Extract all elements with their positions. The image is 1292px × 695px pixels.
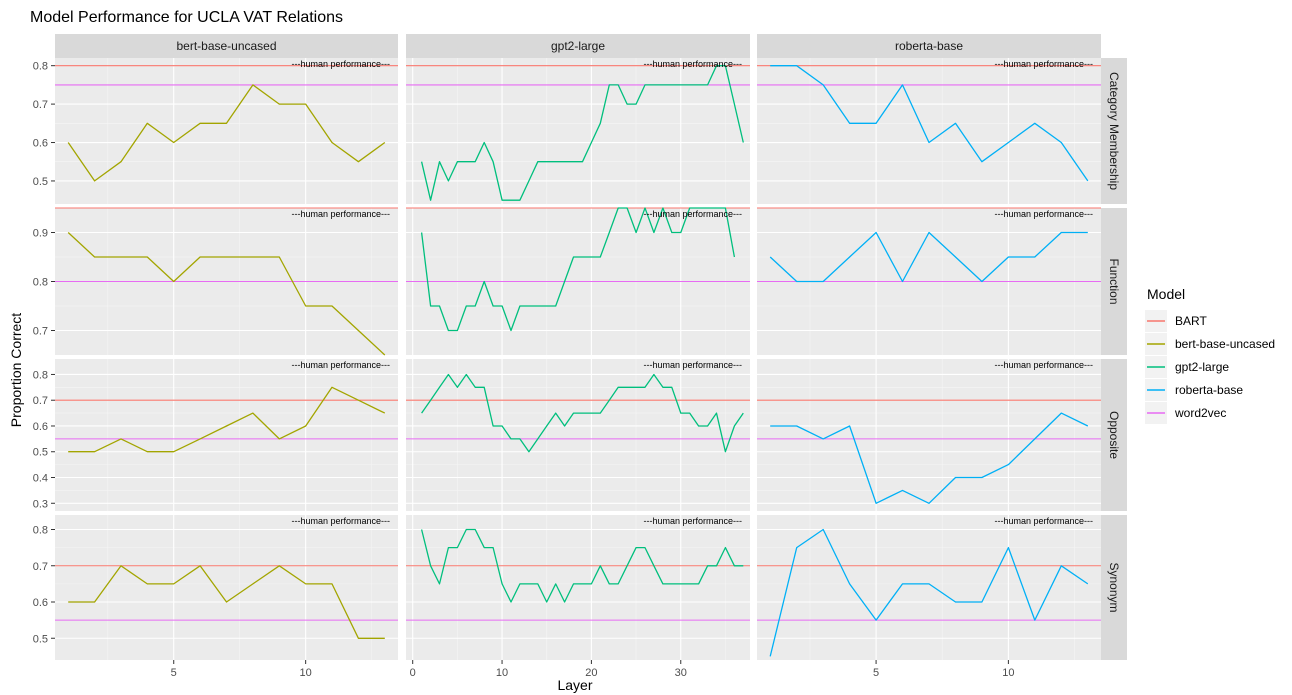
facet-panel: ---human performance--- [757, 359, 1101, 511]
legend-label: gpt2-large [1175, 360, 1229, 374]
y-tick-label: 0.6 [33, 597, 48, 609]
facet-panel: ---human performance--- [55, 359, 398, 511]
x-tick-label: 30 [675, 667, 687, 679]
row-strip-label: Category Membership [1107, 72, 1121, 190]
y-tick-label: 0.4 [33, 473, 48, 485]
facet-panel: ---human performance--- [55, 58, 398, 204]
column-strip [406, 34, 750, 58]
y-axis-title: Proportion Correct [8, 313, 24, 427]
x-tick-label: 20 [585, 667, 597, 679]
x-tick-label: 10 [496, 667, 508, 679]
human-performance-label: ---human performance--- [291, 59, 390, 69]
facet-panel: ---human performance--- [757, 58, 1101, 204]
panel-background [55, 515, 398, 660]
human-performance-label: ---human performance--- [291, 209, 390, 219]
column-strip [55, 34, 398, 58]
panel-background [406, 515, 750, 660]
human-performance-label: ---human performance--- [994, 59, 1093, 69]
facet-panel: ---human performance--- [406, 359, 750, 511]
legend-items: BART bert-base-uncased gpt2-large roberta-b… [1145, 310, 1275, 424]
human-performance-label: ---human performance--- [643, 516, 742, 526]
series-line-bert-base-uncased [67, 232, 386, 356]
column-strip-label: bert-base-uncased [176, 39, 276, 53]
panel-background [757, 58, 1101, 204]
column-strip-label: roberta-base [895, 39, 963, 53]
human-performance-label: ---human performance--- [643, 59, 742, 69]
legend-label: word2vec [1174, 406, 1226, 420]
y-tick-label: 0.6 [33, 138, 48, 150]
human-performance-label: ---human performance--- [994, 360, 1093, 370]
y-tick-label: 0.7 [33, 561, 48, 573]
row-strip [1101, 515, 1127, 660]
chart-title: Model Performance for UCLA VAT Relations [30, 9, 343, 26]
human-performance-label: ---human performance--- [291, 516, 390, 526]
x-tick-label: 10 [300, 667, 312, 679]
series-line-bert-base-uncased [68, 386, 386, 453]
y-tick-label: 0.6 [33, 421, 48, 433]
facet-panel: ---human performance--- [757, 515, 1101, 660]
y-tick-label: 0.8 [33, 525, 48, 537]
y-tick-label: 0.8 [33, 61, 48, 73]
human-performance-label: ---human performance--- [994, 516, 1093, 526]
y-tick-label: 0.8 [33, 369, 48, 381]
series-line-roberta-base [770, 65, 1089, 182]
human-performance-label: ---human performance--- [643, 360, 742, 370]
series-line-gpt2-large [420, 528, 744, 603]
facet-panel: ---human performance--- [757, 207, 1101, 355]
panel-background [406, 359, 750, 511]
y-tick-label: 0.5 [33, 447, 48, 459]
y-tick-label: 0.9 [33, 228, 48, 240]
y-tick-label: 0.5 [33, 176, 48, 188]
y-tick-label: 0.5 [33, 633, 48, 645]
facet-panels: bert-base-uncased gpt2-large roberta-base C… [33, 34, 1127, 679]
series-line-gpt2-large [420, 65, 744, 201]
legend-label: BART [1175, 314, 1207, 328]
legend-label: roberta-base [1175, 383, 1243, 397]
series-line-gpt2-large [420, 207, 736, 332]
facet-panel: ---human performance--- [406, 58, 750, 204]
human-performance-label: ---human performance--- [643, 209, 742, 219]
x-axis-title: Layer [557, 677, 592, 693]
y-tick-label: 0.7 [33, 395, 48, 407]
panel-background [406, 58, 750, 204]
column-strip [757, 34, 1101, 58]
series-line-bert-base-uncased [68, 565, 385, 639]
facet-panel: ---human performance--- [55, 207, 398, 356]
panel-background [757, 359, 1101, 511]
row-strip [1101, 208, 1127, 355]
series-line-gpt2-large [421, 373, 744, 453]
column-strip-label: gpt2-large [551, 39, 605, 53]
panel-background [55, 359, 398, 511]
row-strip-label: Opposite [1107, 411, 1121, 459]
y-tick-label: 0.7 [33, 326, 48, 338]
row-strip [1101, 58, 1127, 204]
legend: Model BART bert-base-uncased gpt2-large rob… [1145, 286, 1275, 424]
legend-label: bert-base-uncased [1175, 337, 1275, 351]
row-strip-label: Synonym [1107, 562, 1121, 612]
row-strip-label: Function [1107, 258, 1121, 304]
panel-background [757, 515, 1101, 660]
series-line-roberta-base [769, 231, 1088, 283]
legend-title: Model [1147, 286, 1185, 302]
y-tick-label: 0.8 [33, 277, 48, 289]
facet-panel: ---human performance--- [55, 515, 398, 660]
facet-panel: ---human performance--- [406, 515, 750, 660]
y-tick-label: 0.3 [33, 498, 48, 510]
panel-background [55, 58, 398, 204]
human-performance-label: ---human performance--- [994, 209, 1093, 219]
series-line-roberta-base [770, 412, 1089, 504]
facet-panel: ---human performance--- [406, 207, 750, 355]
y-tick-label: 0.7 [33, 99, 48, 111]
x-tick-label: 5 [171, 667, 177, 679]
x-tick-label: 0 [410, 667, 416, 679]
row-strip [1101, 359, 1127, 511]
x-tick-label: 10 [1002, 667, 1014, 679]
x-tick-label: 5 [873, 667, 879, 679]
series-line-roberta-base [769, 528, 1089, 657]
human-performance-label: ---human performance--- [291, 360, 390, 370]
series-line-bert-base-uncased [67, 84, 386, 182]
